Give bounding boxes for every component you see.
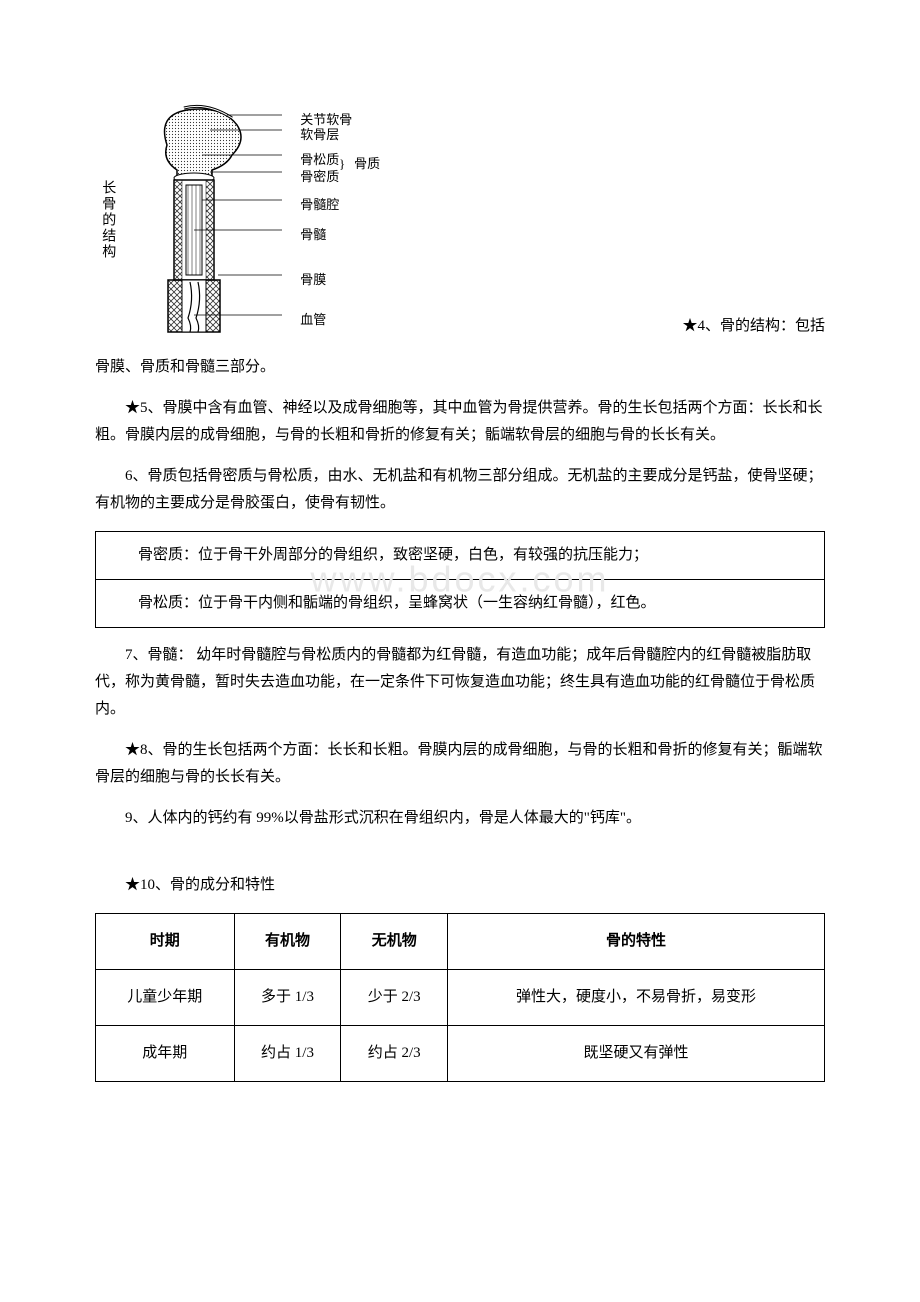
box-row-spongy: 骨松质：位于骨干内侧和骺端的骨组织，呈蜂窝状（一生容纳红骨髓），红色。 bbox=[96, 580, 825, 628]
point-4-lead: ★4、骨的结构：包括 bbox=[652, 313, 825, 340]
point-9: 9、人体内的钙约有 99%以骨盐形式沉积在骨组织内，骨是人体最大的"钙库"。 bbox=[95, 805, 825, 832]
point-10: ★10、骨的成分和特性 bbox=[95, 872, 825, 899]
diagram-vertical-title: 长骨的结构 bbox=[95, 180, 120, 260]
cell: 成年期 bbox=[96, 1026, 235, 1082]
label-vessel: 血管 bbox=[300, 308, 326, 331]
th-inorganic: 无机物 bbox=[341, 914, 448, 970]
label-compact: 骨密质 bbox=[300, 165, 339, 188]
bone-structure-svg bbox=[132, 100, 292, 340]
cell: 既坚硬又有弹性 bbox=[448, 1026, 825, 1082]
point-4-cont: 骨膜、骨质和骨髓三部分。 bbox=[95, 354, 825, 381]
label-bone-matter: 骨质 bbox=[354, 152, 380, 175]
bone-quality-box: 骨密质：位于骨干外周部分的骨组织，致密坚硬，白色，有较强的抗压能力； 骨松质：位… bbox=[95, 531, 825, 628]
point-5: ★5、骨膜中含有血管、神经以及成骨细胞等，其中血管为骨提供营养。骨的生长包括两个… bbox=[95, 395, 825, 449]
label-periosteum: 骨膜 bbox=[300, 268, 326, 291]
bone-composition-table: 时期 有机物 无机物 骨的特性 儿童少年期 多于 1/3 少于 2/3 弹性大，… bbox=[95, 913, 825, 1082]
diagram-and-point4: 长骨的结构 bbox=[95, 100, 825, 340]
table-header-row: 时期 有机物 无机物 骨的特性 bbox=[96, 914, 825, 970]
bracket-icon: } bbox=[339, 152, 345, 175]
point-8: ★8、骨的生长包括两个方面：长长和长粗。骨膜内层的成骨细胞，与骨的长粗和骨折的修… bbox=[95, 737, 825, 791]
point-6: 6、骨质包括骨密质与骨松质，由水、无机盐和有机物三部分组成。无机盐的主要成分是钙… bbox=[95, 463, 825, 517]
label-marrow: 骨髓 bbox=[300, 223, 326, 246]
th-period: 时期 bbox=[96, 914, 235, 970]
cell: 约占 2/3 bbox=[341, 1026, 448, 1082]
box-row-compact: 骨密质：位于骨干外周部分的骨组织，致密坚硬，白色，有较强的抗压能力； bbox=[96, 532, 825, 580]
table-row: 成年期 约占 1/3 约占 2/3 既坚硬又有弹性 bbox=[96, 1026, 825, 1082]
point-7: 7、骨髓： 幼年时骨髓腔与骨松质内的骨髓都为红骨髓，有造血功能；成年后骨髓腔内的… bbox=[95, 642, 825, 723]
cell: 弹性大，硬度小，不易骨折，易变形 bbox=[448, 970, 825, 1026]
th-organic: 有机物 bbox=[234, 914, 341, 970]
th-property: 骨的特性 bbox=[448, 914, 825, 970]
bone-diagram: 长骨的结构 bbox=[95, 100, 300, 340]
cell: 儿童少年期 bbox=[96, 970, 235, 1026]
cell: 少于 2/3 bbox=[341, 970, 448, 1026]
table-row: 儿童少年期 多于 1/3 少于 2/3 弹性大，硬度小，不易骨折，易变形 bbox=[96, 970, 825, 1026]
cell: 约占 1/3 bbox=[234, 1026, 341, 1082]
label-cartilage-layer: 软骨层 bbox=[300, 123, 339, 146]
label-cavity: 骨髓腔 bbox=[300, 193, 339, 216]
cell: 多于 1/3 bbox=[234, 970, 341, 1026]
